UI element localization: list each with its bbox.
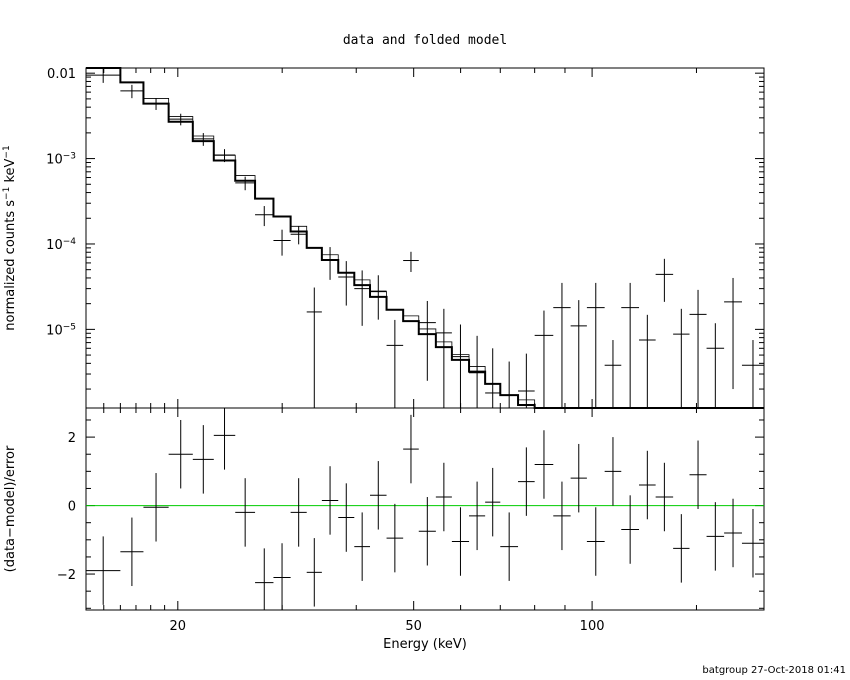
y-axis-label-top: normalized counts s−1 keV−1	[2, 145, 18, 330]
footer-timestamp: batgroup 27-Oct-2018 01:41	[702, 665, 846, 676]
y-tick-label-top: 10−4	[46, 237, 76, 253]
y-tick-label-bottom: 2	[68, 431, 76, 446]
y-tick-label-top: 0.01	[47, 67, 76, 82]
x-tick-label: 100	[580, 619, 605, 634]
x-axis-label: Energy (keV)	[383, 637, 467, 652]
y-tick-label-top: 10−5	[46, 322, 76, 338]
y-tick-label-bottom: 0	[68, 500, 76, 515]
top-panel: 0.01 10−3 10−4 10−5 normalized counts s−1 k…	[2, 67, 765, 409]
y-tick-label-top: 10−3	[46, 152, 76, 168]
chart-title: data and folded model	[343, 33, 507, 48]
x-tick-label: 50	[405, 619, 422, 634]
y-tick-label-bottom: −2	[57, 568, 76, 583]
y-axis-label-bottom: (data−model)/error	[3, 445, 18, 572]
bottom-panel-frame	[85, 407, 765, 611]
x-tick-label: 20	[170, 619, 187, 634]
